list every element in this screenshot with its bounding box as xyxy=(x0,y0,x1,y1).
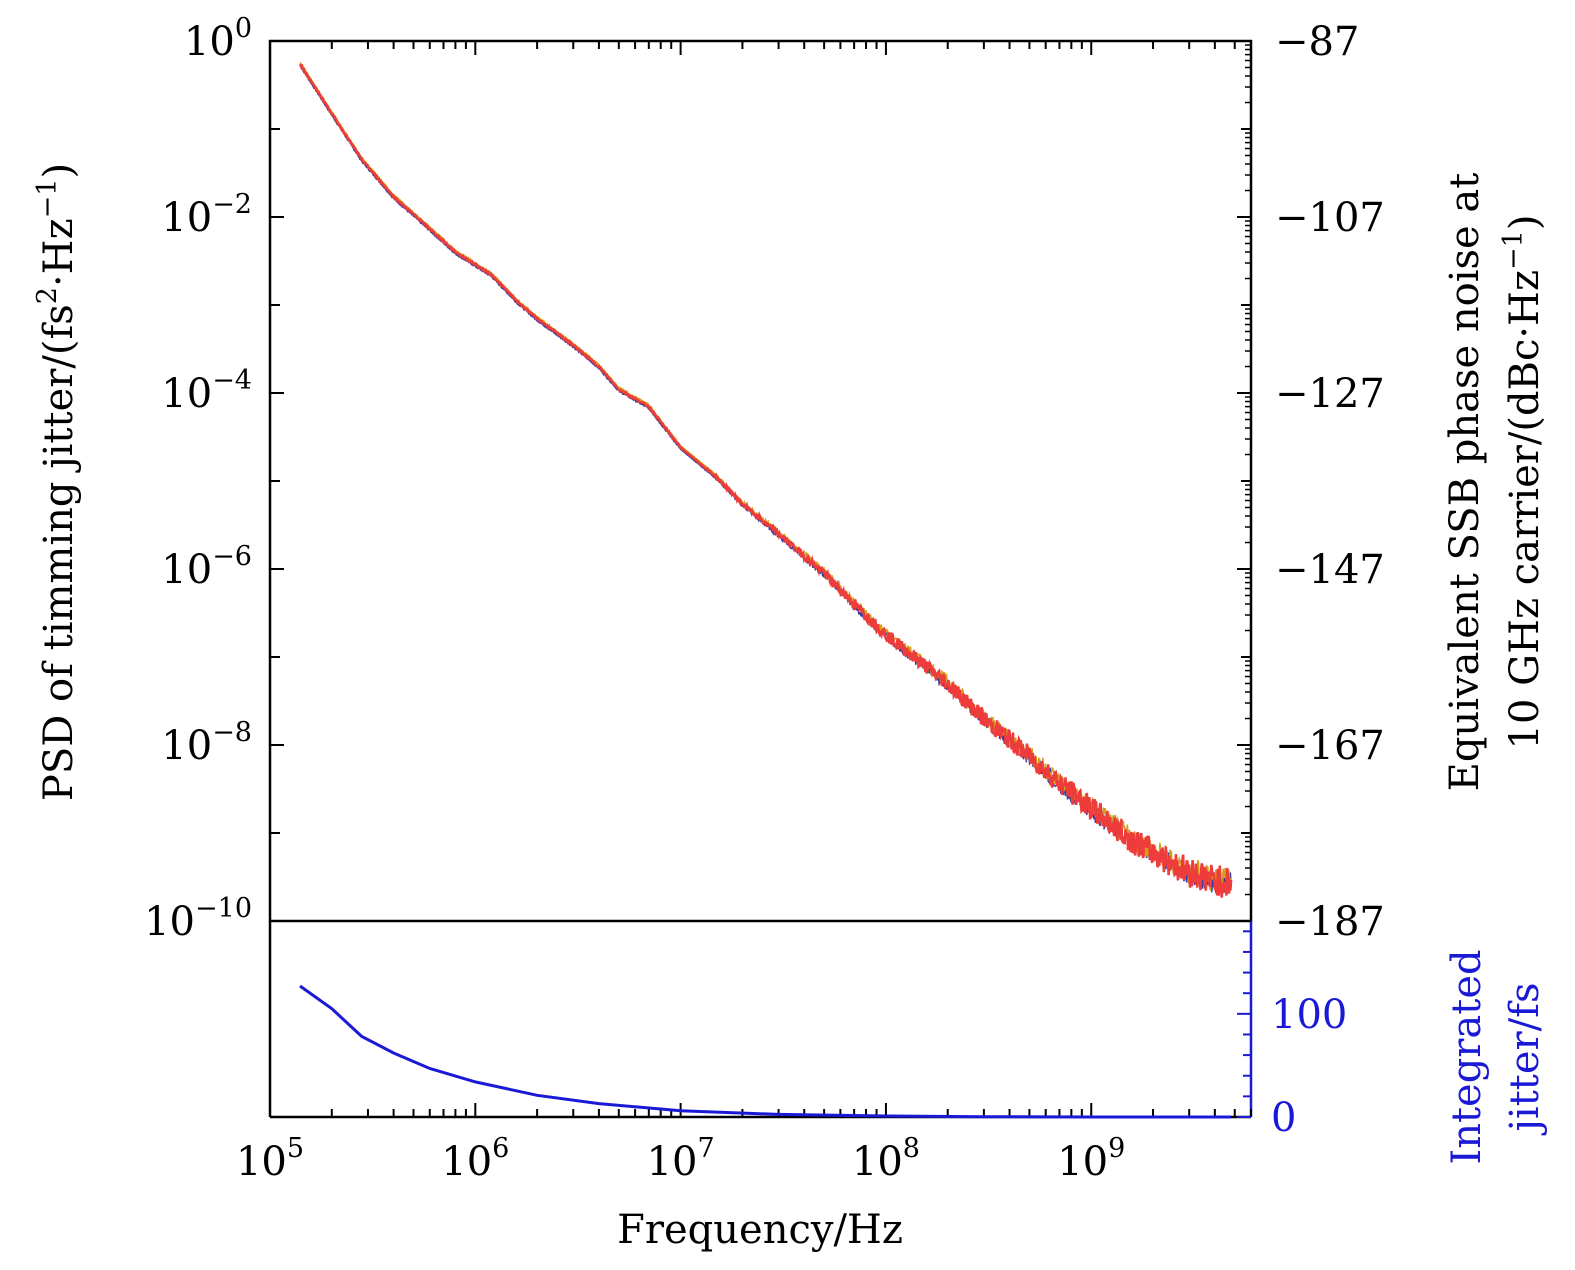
jitter-series xyxy=(299,984,1232,1119)
y2-jitter-tick-label: 100 xyxy=(1271,992,1347,1038)
tick-labels: 100 10−2 10−4 10−6 10−8 10−10 −87 −107 −127 −147 −… xyxy=(144,13,1385,1185)
top-plot-frame xyxy=(268,39,1253,923)
y2-tick-label: −87 xyxy=(1275,19,1359,65)
y2-axis-title-phase-noise-line1: Equivalent SSB phase noise at xyxy=(1442,173,1488,792)
psd-line-underlay-blue xyxy=(299,65,1232,896)
y2-tick-label: −147 xyxy=(1275,547,1385,593)
x-tick-label: 108 xyxy=(852,1133,920,1185)
tick-marks xyxy=(269,40,1252,1118)
y-tick-label: 100 xyxy=(184,13,252,65)
y2-tick-label: −127 xyxy=(1275,371,1385,417)
y2-axis-title-jitter-line2: jitter/fs xyxy=(1502,983,1548,1136)
y-tick-label: 10−8 xyxy=(161,717,252,769)
y2-tick-label: −167 xyxy=(1275,723,1385,769)
psd-line-underlay-yellow xyxy=(299,62,1232,894)
x-tick-label: 109 xyxy=(1057,1133,1125,1185)
y2-tick-label: −187 xyxy=(1275,899,1385,945)
y2-tick-label: −107 xyxy=(1275,195,1385,241)
x-axis-title: Frequency/Hz xyxy=(617,1207,903,1253)
y2-axis-title-phase-noise-line2: 10 GHz carrier/(dBc·Hz−1) xyxy=(1498,215,1548,750)
y-tick-label: 10−10 xyxy=(144,893,252,945)
y-tick-label: 10−6 xyxy=(161,541,252,593)
x-tick-label: 107 xyxy=(647,1133,715,1185)
psd-series xyxy=(298,62,1233,898)
y-tick-label: 10−4 xyxy=(161,365,252,417)
y-axis-title-psd: PSD of timming jitter/(fs2·Hz−1) xyxy=(32,163,82,801)
y-tick-label: 10−2 xyxy=(161,189,252,241)
x-tick-label: 105 xyxy=(236,1133,304,1185)
psd-line xyxy=(298,63,1233,898)
y2-axis-title-jitter-line1: Integrated xyxy=(1444,949,1490,1164)
x-tick-label: 106 xyxy=(441,1133,509,1185)
y2-jitter-tick-label: 0 xyxy=(1271,1095,1296,1141)
integrated-jitter-line xyxy=(299,984,1232,1119)
